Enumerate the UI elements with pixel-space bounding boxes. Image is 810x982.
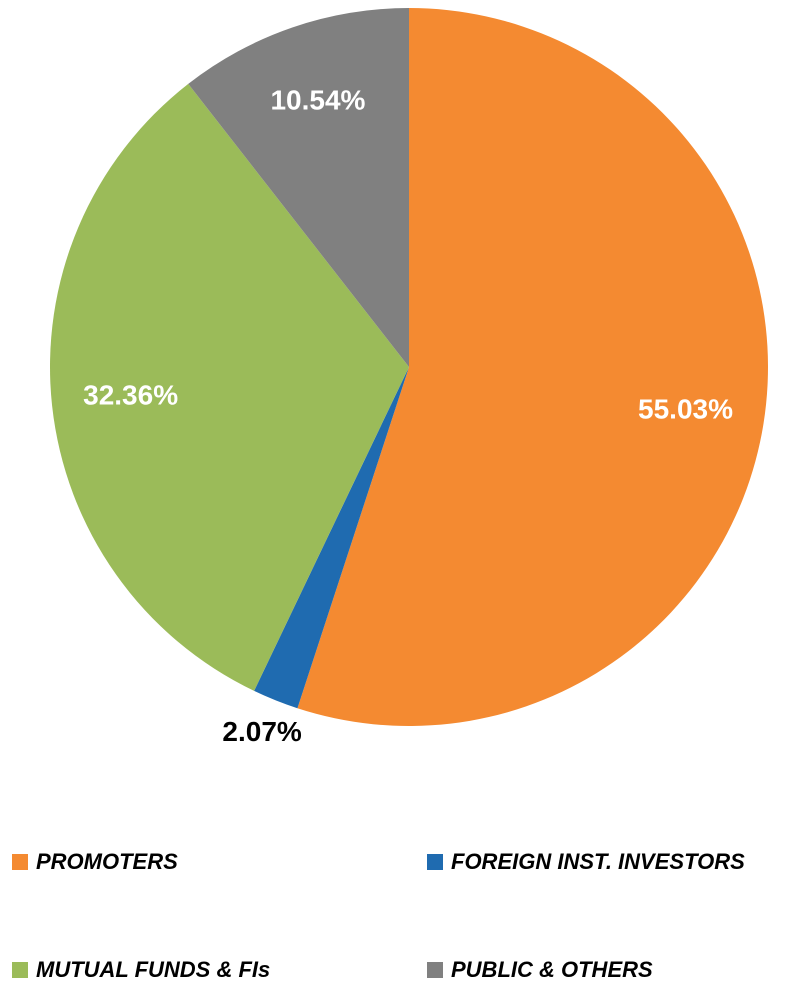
data-label: 2.07% [222, 716, 301, 747]
pie-slice [188, 8, 409, 367]
data-label: 55.03% [638, 393, 733, 424]
legend-label: PROMOTERS [36, 849, 178, 874]
legend-swatch [12, 962, 28, 978]
legend-label: MUTUAL FUNDS & FIs [36, 957, 270, 982]
legend-label: PUBLIC & OTHERS [451, 957, 653, 982]
legend-label: FOREIGN INST. INVESTORS [451, 849, 745, 874]
legend-swatch [427, 854, 443, 870]
data-label: 10.54% [270, 85, 365, 116]
pie-slice [49, 83, 410, 691]
legend-swatch [427, 962, 443, 978]
pie-slice [254, 367, 409, 709]
legend-swatch [12, 854, 28, 870]
pie-slice [297, 8, 769, 727]
data-label: 32.36% [83, 380, 178, 411]
